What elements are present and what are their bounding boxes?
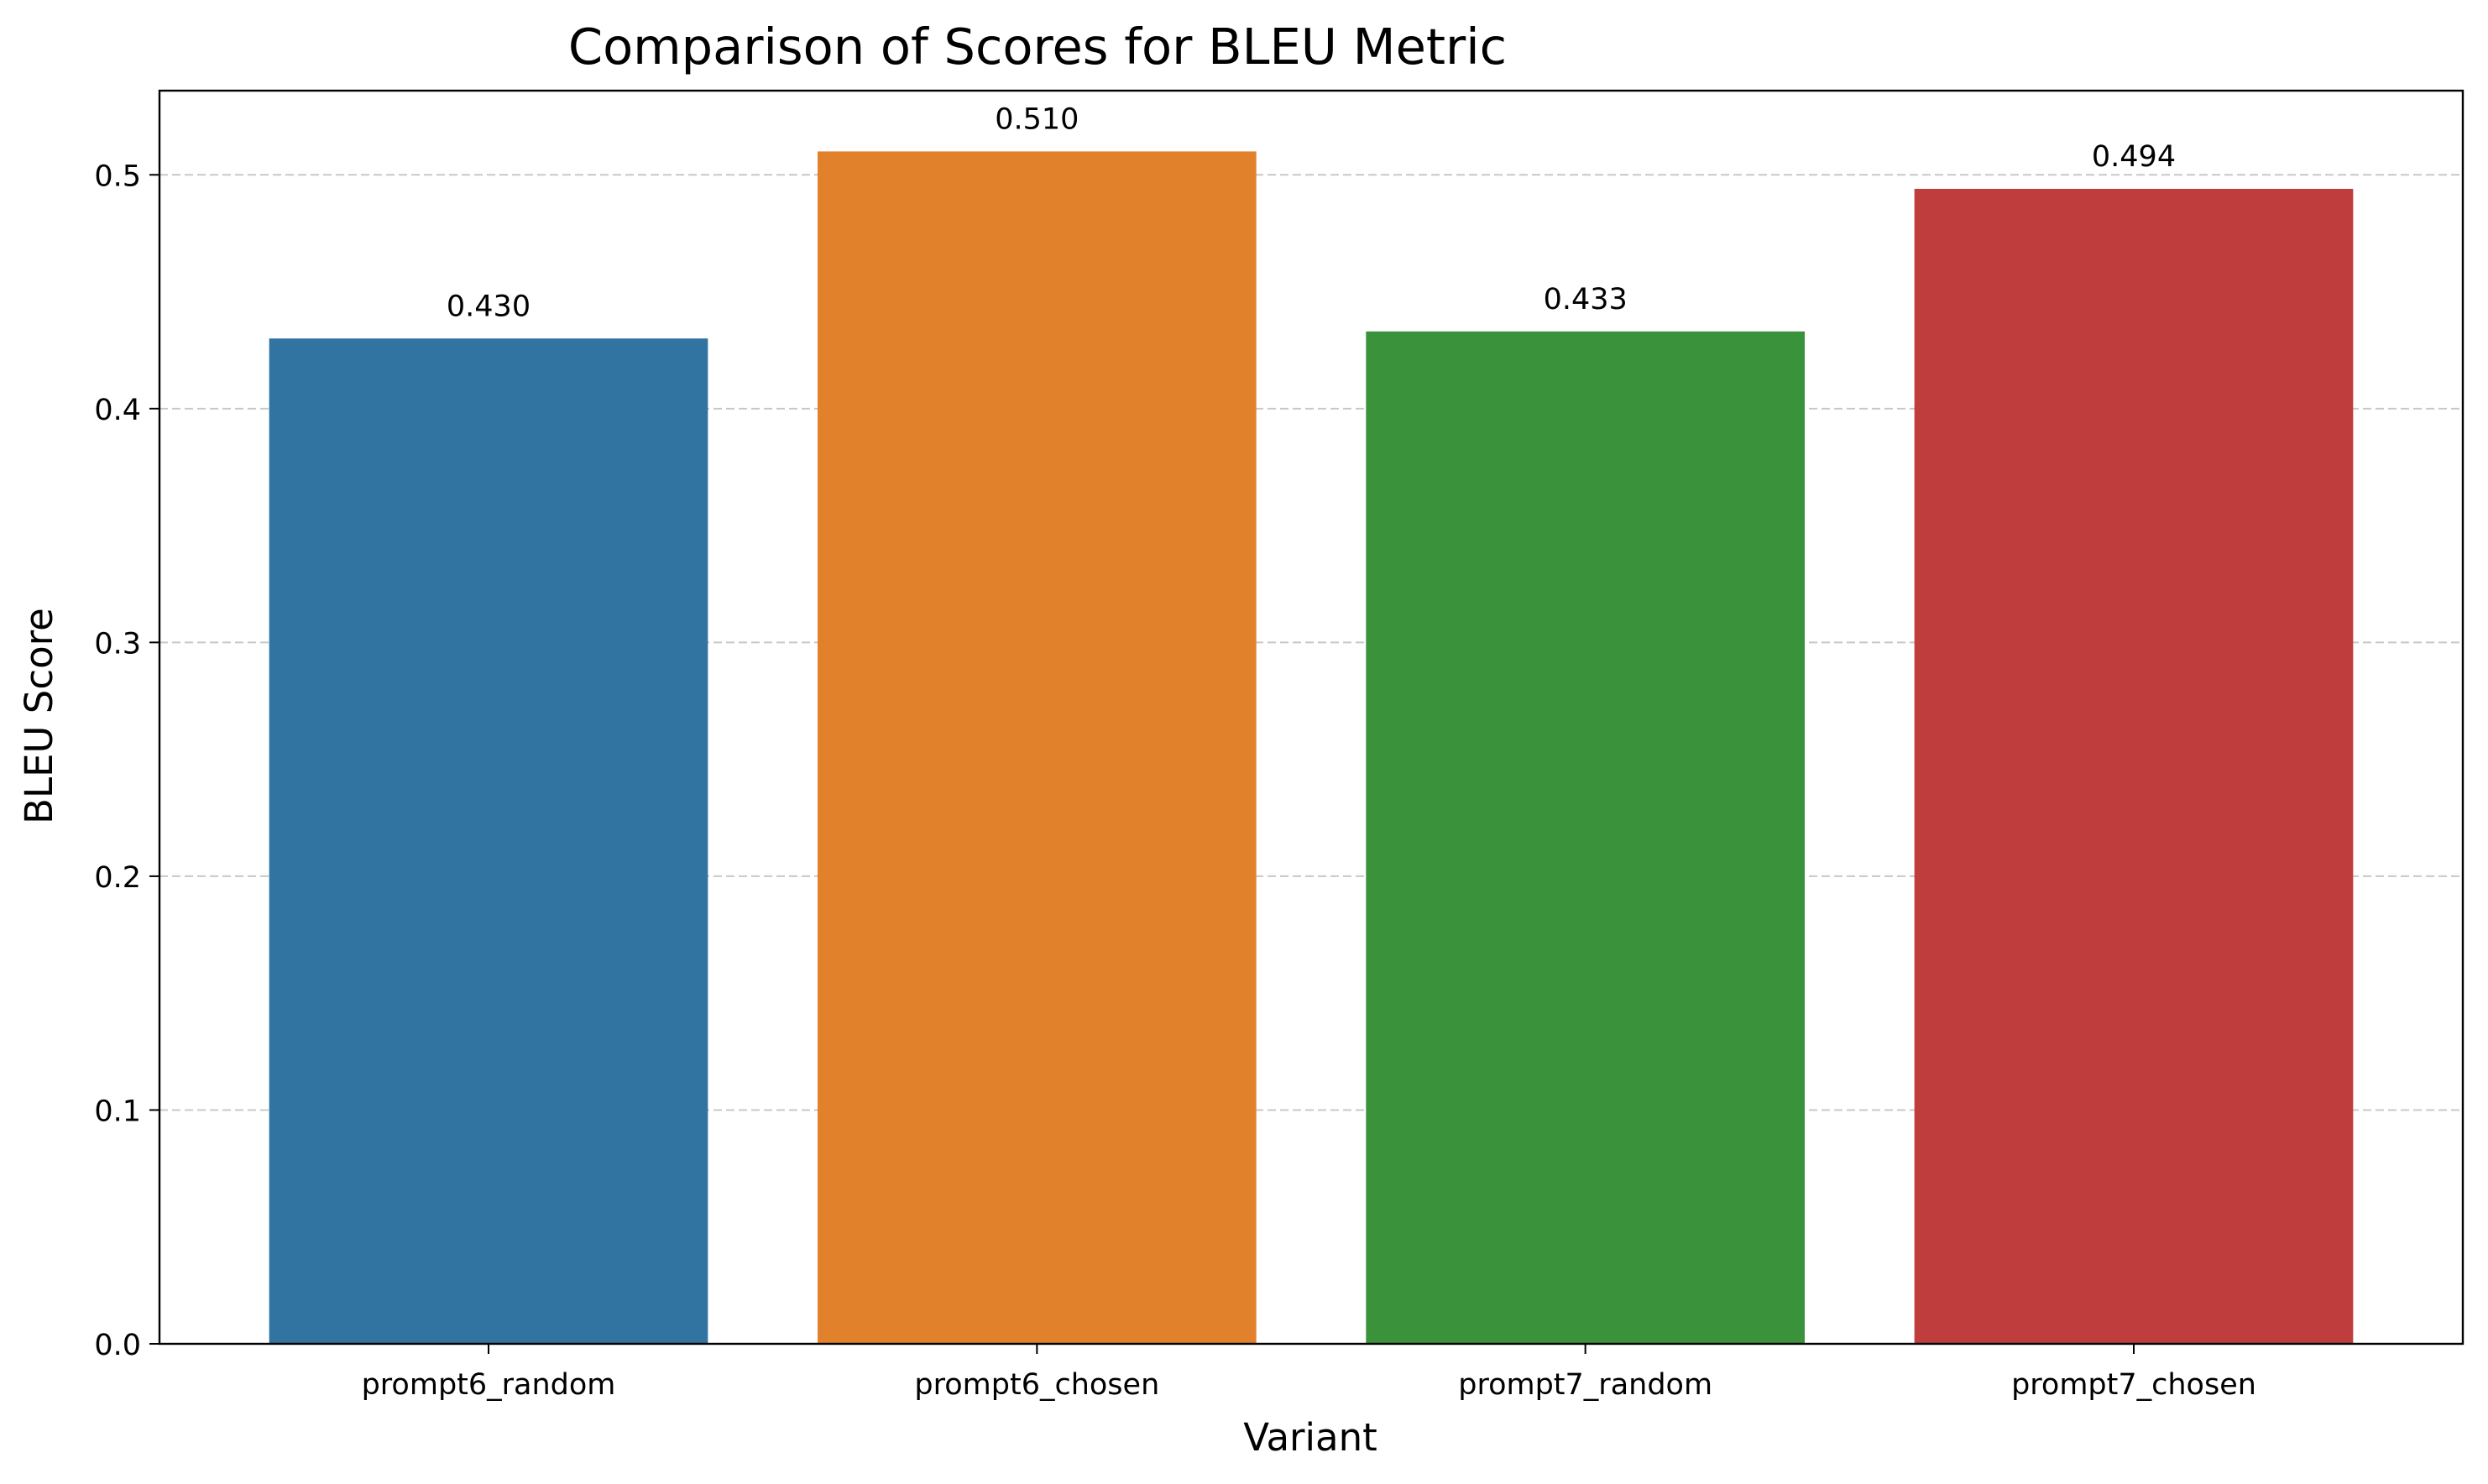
x-tick-label: prompt7_random [1458,1368,1712,1402]
chart-title: Comparison of Scores for BLEU Metric [568,18,1507,76]
y-axis-label: BLEU Score [17,608,61,824]
bar [1914,188,2354,1345]
bar-value-label: 0.494 [2092,140,2176,174]
y-tick-label: 0.5 [94,159,141,193]
x-axis-ticks: prompt6_random prompt6_chosen prompt7_rand… [362,1344,2256,1402]
y-tick-label: 0.4 [94,394,141,427]
x-tick-label: prompt6_chosen [914,1368,1159,1402]
bar [818,151,1257,1345]
bar-value-label: 0.433 [1544,283,1628,316]
x-tick-label: prompt6_random [362,1368,616,1402]
plot-frame [158,89,2464,1346]
bar [269,338,708,1345]
x-axis-label: Variant [1243,1415,1377,1460]
x-tick-label: prompt7_chosen [2011,1368,2256,1402]
y-tick-label: 0.2 [94,861,141,895]
y-tick-label: 0.0 [94,1329,141,1362]
bar [1366,331,1805,1344]
bars [269,151,2354,1345]
y-axis-ticks: 0.0 0.1 0.2 0.3 0.4 0.5 [94,159,159,1362]
y-tick-label: 0.1 [94,1095,141,1128]
bar-value-label: 0.510 [995,102,1079,136]
bar-value-label: 0.430 [447,290,531,323]
data-labels: 0.430 0.510 0.433 0.494 [447,102,2176,323]
y-tick-label: 0.3 [94,627,141,661]
